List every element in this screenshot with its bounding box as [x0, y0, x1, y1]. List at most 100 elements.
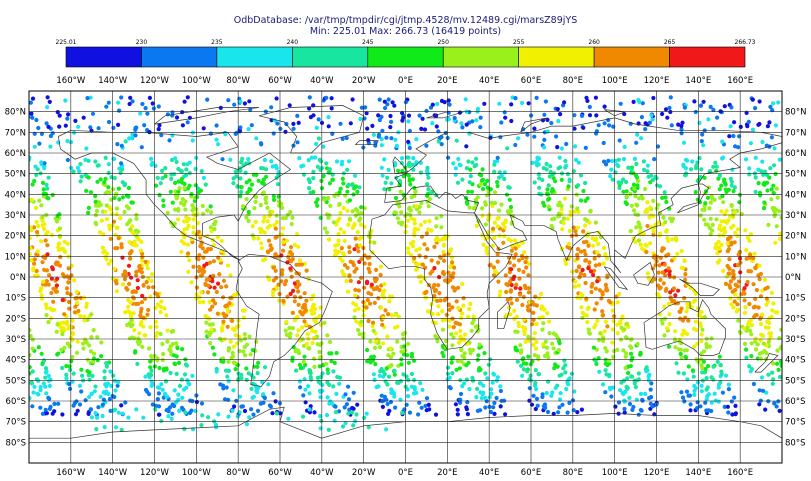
observation-point	[463, 97, 468, 102]
observation-point	[517, 276, 522, 281]
observation-point	[176, 179, 181, 184]
observation-point	[102, 375, 107, 380]
observation-point	[135, 285, 140, 291]
observation-point	[493, 269, 498, 274]
observation-point	[264, 195, 269, 200]
observation-point	[603, 319, 609, 324]
observation-point	[231, 181, 236, 186]
longitude-label: 0°E	[398, 76, 413, 86]
observation-point	[681, 328, 686, 333]
colorbar-segment	[367, 46, 444, 68]
observation-point	[502, 110, 507, 115]
observation-point	[531, 342, 536, 348]
longitude-label: 100°W	[182, 468, 211, 478]
observation-point	[280, 268, 285, 273]
observation-point	[685, 301, 690, 306]
observation-point	[340, 176, 345, 181]
observation-point	[213, 219, 218, 224]
observation-point	[111, 373, 116, 378]
observation-point	[414, 390, 419, 395]
observation-point	[720, 156, 725, 161]
observation-point	[240, 204, 246, 209]
observation-point	[757, 277, 762, 282]
observation-point	[709, 194, 714, 199]
observation-point	[340, 258, 345, 264]
observation-point	[539, 306, 544, 311]
observation-point	[180, 123, 185, 128]
observation-point	[477, 345, 482, 350]
observation-point	[340, 136, 345, 141]
observation-point	[57, 124, 62, 129]
observation-point	[635, 178, 641, 183]
observation-point	[30, 404, 35, 409]
observation-point	[103, 176, 108, 181]
observation-point	[666, 266, 671, 271]
latitude-label: 0°N	[10, 273, 26, 283]
observation-point	[382, 288, 387, 293]
observation-point	[496, 279, 501, 284]
observation-point	[345, 289, 351, 294]
observation-point	[357, 259, 362, 264]
observation-point	[180, 347, 185, 352]
observation-point	[325, 370, 331, 376]
observation-point	[432, 282, 437, 288]
observation-point	[169, 416, 174, 421]
observation-point	[702, 370, 708, 375]
observation-point	[186, 269, 191, 274]
observation-point	[470, 119, 475, 124]
observation-point	[346, 222, 351, 227]
observation-point	[324, 95, 329, 100]
observation-point	[194, 195, 200, 200]
observation-point	[553, 385, 558, 390]
observation-point	[393, 137, 398, 142]
observation-point	[102, 425, 107, 430]
observation-point	[43, 238, 48, 243]
observation-point	[292, 294, 297, 299]
observation-point	[440, 343, 445, 349]
observation-point	[626, 165, 631, 170]
observation-point	[620, 314, 625, 319]
observation-point	[592, 237, 597, 242]
observation-point	[367, 301, 373, 306]
observation-point	[220, 157, 225, 162]
observation-point	[454, 299, 459, 304]
observation-point	[699, 389, 704, 394]
observation-point	[664, 199, 669, 205]
observation-point	[249, 407, 254, 412]
observation-point	[733, 292, 738, 297]
observation-point	[726, 410, 731, 415]
observation-point	[256, 236, 261, 241]
observation-point	[115, 225, 120, 230]
observation-point	[768, 104, 773, 109]
observation-point	[44, 182, 49, 187]
observation-point	[596, 356, 601, 361]
observation-point	[545, 409, 551, 415]
observation-point	[664, 229, 669, 234]
observation-point	[307, 346, 312, 351]
observation-point	[460, 281, 465, 287]
observation-point	[319, 341, 324, 346]
observation-point	[365, 279, 370, 284]
observation-point	[673, 345, 678, 350]
observation-point	[718, 363, 723, 368]
observation-point	[509, 301, 514, 306]
observation-point	[726, 187, 731, 192]
observation-point	[507, 185, 512, 190]
observation-point	[580, 315, 585, 320]
observation-point	[644, 207, 650, 212]
observation-point	[745, 124, 750, 129]
observation-point	[136, 336, 141, 341]
observation-point	[69, 263, 74, 268]
observation-point	[558, 112, 563, 117]
observation-point	[273, 399, 278, 404]
longitude-label: 140°E	[685, 468, 711, 478]
observation-point	[316, 136, 321, 141]
observation-point	[190, 138, 195, 143]
observation-point	[208, 225, 213, 230]
observation-point	[126, 263, 132, 268]
observation-point	[766, 222, 771, 227]
observation-point	[64, 286, 70, 291]
observation-point	[83, 338, 88, 343]
observation-point	[729, 240, 734, 245]
observation-point	[648, 205, 653, 210]
